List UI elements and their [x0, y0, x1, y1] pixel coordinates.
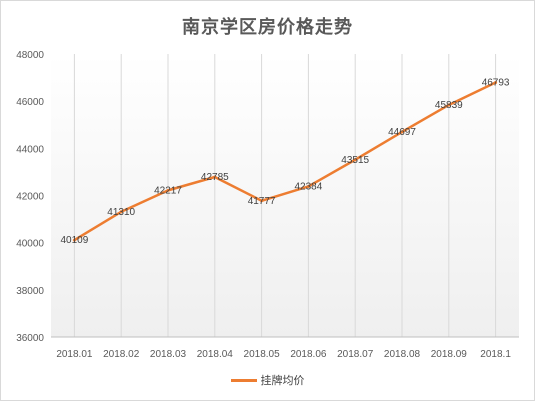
- data-label: 41777: [248, 196, 276, 207]
- x-tick-label: 2018.04: [197, 349, 234, 360]
- series-line: [73, 81, 497, 242]
- y-tick-label: 44000: [16, 144, 44, 155]
- data-label: 41310: [107, 207, 135, 218]
- x-tick-label: 2018.1: [480, 349, 511, 360]
- x-tick-label: 2018.06: [290, 349, 327, 360]
- data-label: 42384: [294, 181, 322, 192]
- y-tick-label: 40000: [16, 239, 44, 250]
- data-label: 43515: [341, 155, 369, 166]
- y-tick-label: 48000: [16, 50, 44, 61]
- x-tick-label: 2018.03: [150, 349, 187, 360]
- data-label: 42785: [201, 172, 229, 183]
- chart-title: 南京学区房价格走势: [182, 17, 353, 38]
- data-point: [213, 175, 217, 179]
- x-tick-label: 2018.09: [431, 349, 468, 360]
- y-tick-label: 38000: [16, 286, 44, 297]
- data-point: [166, 188, 170, 192]
- data-point: [353, 158, 357, 162]
- x-tick-label: 2018.08: [384, 349, 421, 360]
- data-point: [400, 130, 404, 134]
- legend: 挂牌均价: [1, 372, 534, 388]
- data-label: 42217: [154, 185, 182, 196]
- x-tick-label: 2018.07: [337, 349, 374, 360]
- data-label: 40109: [60, 235, 88, 246]
- legend-swatch: [230, 378, 257, 382]
- y-tick-label: 46000: [16, 97, 44, 108]
- data-label: 44697: [388, 127, 416, 138]
- x-tick-label: 2018.01: [56, 349, 93, 360]
- data-point: [260, 199, 264, 203]
- data-point: [72, 238, 76, 242]
- data-label: 45839: [435, 100, 463, 111]
- data-point: [306, 184, 310, 188]
- y-tick-label: 36000: [16, 333, 44, 344]
- data-label: 46793: [482, 77, 510, 88]
- legend-label: 挂牌均价: [260, 374, 305, 387]
- y-tick-label: 42000: [16, 192, 44, 203]
- data-point: [447, 103, 451, 107]
- x-tick-label: 2018.02: [103, 349, 140, 360]
- data-point: [119, 210, 123, 214]
- plot-area: [51, 54, 519, 337]
- data-point: [494, 80, 498, 84]
- x-tick-label: 2018.05: [244, 349, 281, 360]
